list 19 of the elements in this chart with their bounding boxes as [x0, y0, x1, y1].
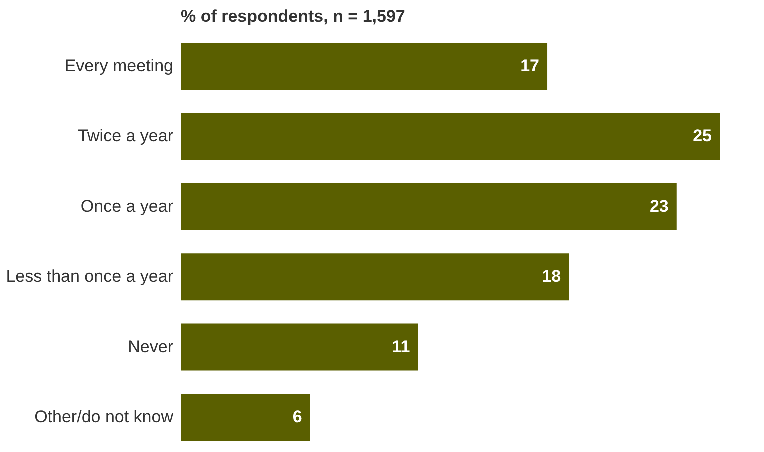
- bar: [181, 113, 720, 160]
- data-label: 6: [292, 407, 302, 426]
- data-label: 11: [392, 337, 410, 356]
- data-label: 18: [542, 267, 562, 286]
- y-tick-label: Once a year: [80, 196, 174, 216]
- data-label: 23: [650, 196, 669, 216]
- y-tick-label: Never: [128, 337, 174, 356]
- y-tick-label: Twice a year: [78, 126, 174, 146]
- y-tick-label: Less than once a year: [6, 267, 174, 286]
- chart-title: % of respondents, n = 1,597: [181, 7, 406, 26]
- data-label: 17: [520, 56, 540, 76]
- bar: [181, 254, 570, 301]
- bar: [181, 183, 677, 230]
- y-tick-label: Every meeting: [64, 56, 174, 76]
- data-label: 25: [693, 126, 712, 146]
- bar: [181, 43, 548, 90]
- bar: [181, 324, 418, 371]
- y-tick-label: Other/do not know: [34, 407, 174, 426]
- bar: [181, 394, 310, 441]
